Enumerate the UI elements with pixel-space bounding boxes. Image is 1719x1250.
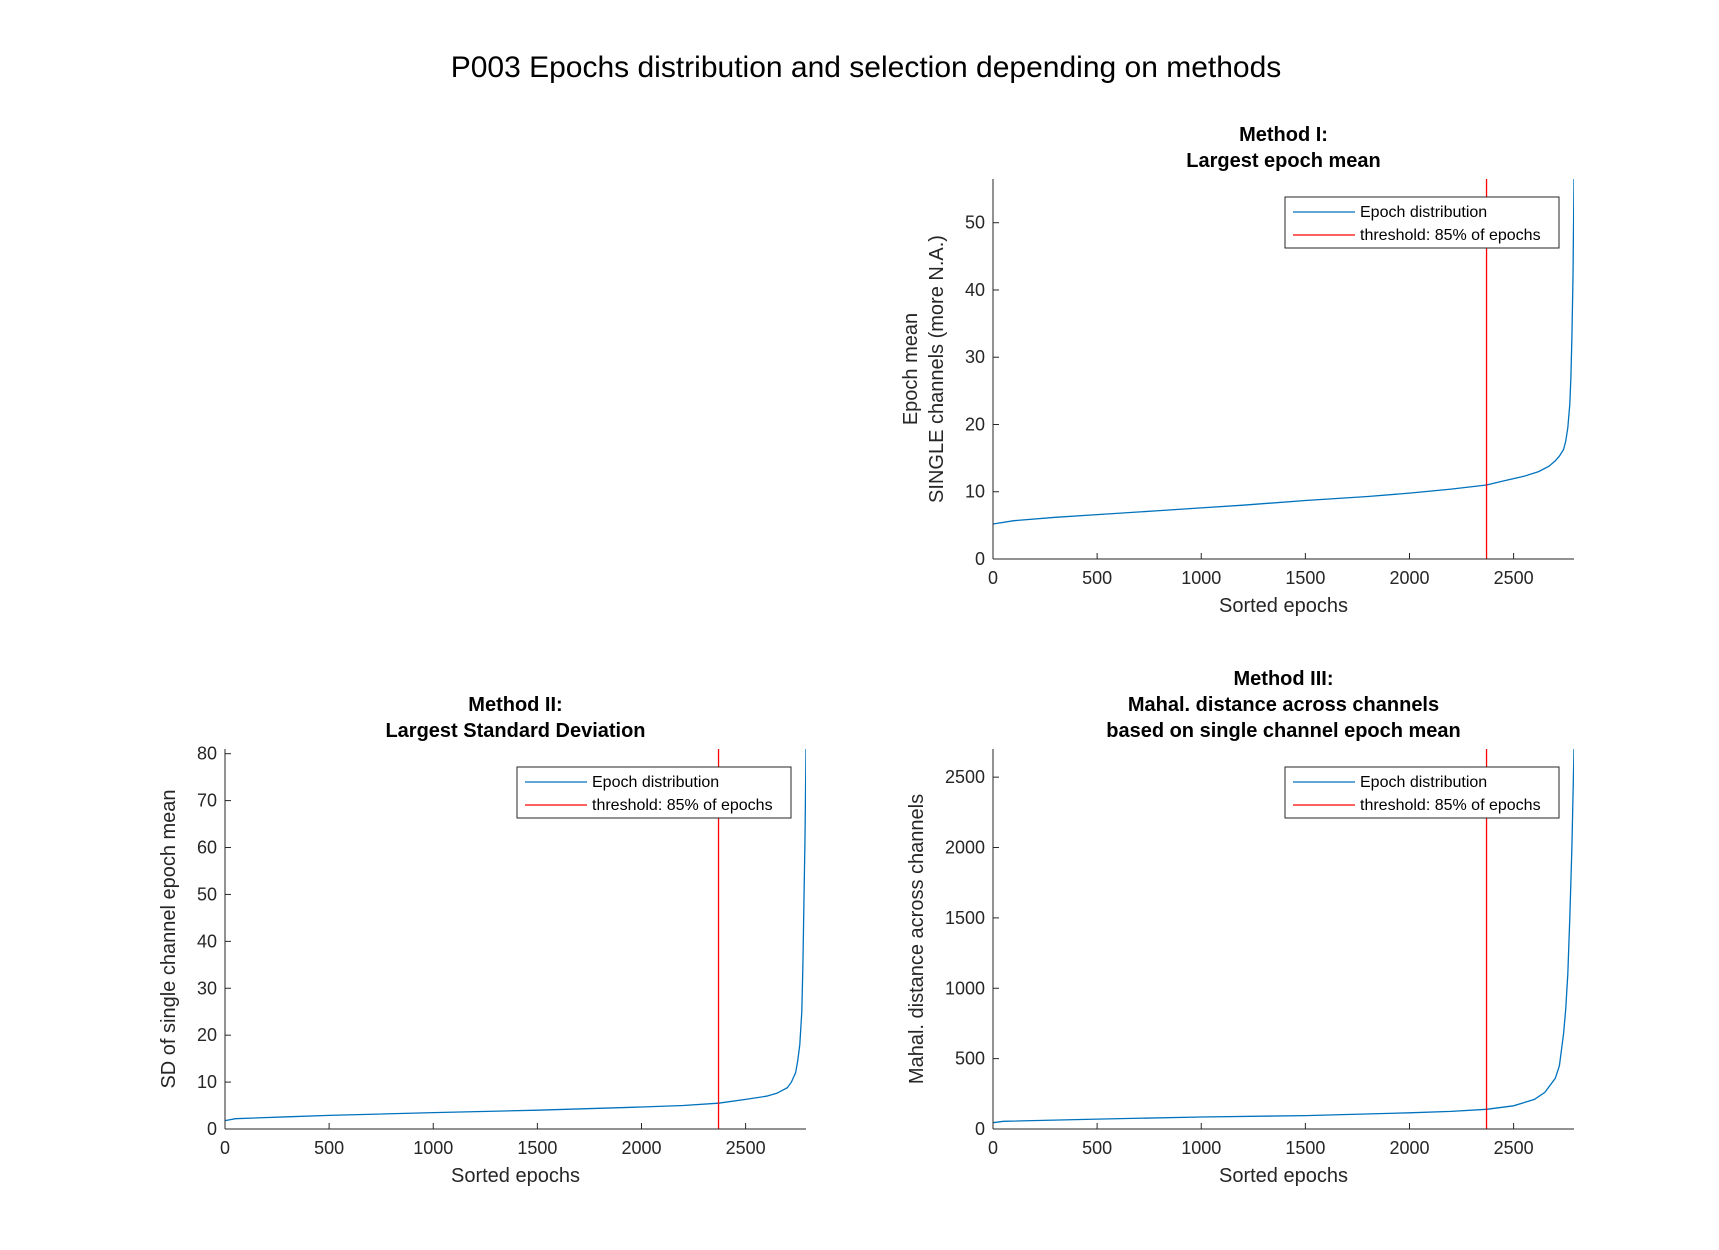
legend: Epoch distribution threshold: 85% of epoc… [1284, 196, 1560, 249]
x-tick-label: 1000 [1181, 568, 1221, 588]
legend-box [1284, 766, 1560, 819]
legend: Epoch distribution threshold: 85% of epoc… [516, 766, 792, 819]
legend-series-label: Epoch distribution [1360, 204, 1487, 221]
y-tick-label: 1000 [945, 978, 985, 998]
y-tick-label: 80 [197, 744, 217, 764]
legend-series-label: Epoch distribution [592, 774, 719, 791]
y-tick-label: 2000 [945, 838, 985, 858]
y-axis-label-line: SINGLE channels (more N.A.) [926, 235, 948, 503]
x-tick-label: 0 [988, 1138, 998, 1158]
legend-box [1284, 196, 1560, 249]
y-tick-label: 0 [975, 549, 985, 569]
y-tick-label: 40 [965, 280, 985, 300]
panel-title-line: Largest Standard Deviation [385, 720, 645, 742]
x-tick-label: 2000 [621, 1138, 661, 1158]
y-tick-label: 50 [965, 213, 985, 233]
y-tick-label: 60 [197, 838, 217, 858]
y-tick-label: 500 [955, 1049, 985, 1069]
y-tick-label: 70 [197, 791, 217, 811]
x-tick-label: 0 [220, 1138, 230, 1158]
y-tick-label: 40 [197, 931, 217, 951]
x-tick-label: 2000 [1389, 568, 1429, 588]
y-tick-label: 0 [975, 1119, 985, 1139]
panel-title-line: Method II: [468, 694, 562, 716]
y-tick-label: 10 [965, 482, 985, 502]
y-tick-label: 20 [965, 414, 985, 434]
x-tick-label: 1500 [1285, 1138, 1325, 1158]
legend-box [516, 766, 792, 819]
series-line [993, 179, 1574, 525]
x-tick-label: 1500 [517, 1138, 557, 1158]
y-tick-label: 30 [197, 978, 217, 998]
y-tick-label: 0 [207, 1119, 217, 1139]
x-axis-label: Sorted epochs [451, 1165, 580, 1187]
x-tick-label: 2500 [1494, 1138, 1534, 1158]
series-line [225, 749, 806, 1122]
legend-threshold-label: threshold: 85% of epochs [1360, 797, 1541, 814]
panel-title-line: based on single channel epoch mean [1106, 720, 1461, 742]
x-axis-label: Sorted epochs [1219, 595, 1348, 617]
panel-title-line: Method I: [1239, 124, 1328, 146]
series-line [993, 749, 1574, 1124]
x-tick-label: 1000 [413, 1138, 453, 1158]
x-axis-label: Sorted epochs [1219, 1165, 1348, 1187]
figure-title: P003 Epochs distribution and selection d… [451, 51, 1282, 84]
legend-threshold-label: threshold: 85% of epochs [592, 797, 773, 814]
y-tick-label: 50 [197, 884, 217, 904]
y-tick-label: 10 [197, 1072, 217, 1092]
x-tick-label: 1000 [1181, 1138, 1221, 1158]
x-tick-label: 500 [1082, 1138, 1112, 1158]
panel-title-line: Method III: [1234, 668, 1334, 690]
chart-panel-3: Method III: Mahal. distance across channe… [906, 668, 1574, 1187]
y-tick-label: 20 [197, 1025, 217, 1045]
y-axis-label-line: Mahal. distance across channels [906, 794, 928, 1084]
x-tick-label: 2000 [1389, 1138, 1429, 1158]
x-tick-label: 500 [314, 1138, 344, 1158]
x-tick-label: 1500 [1285, 568, 1325, 588]
legend-series-label: Epoch distribution [1360, 774, 1487, 791]
y-tick-label: 2500 [945, 767, 985, 787]
x-tick-label: 2500 [1494, 568, 1534, 588]
panel-title-line: Largest epoch mean [1186, 150, 1381, 172]
y-tick-label: 30 [965, 347, 985, 367]
x-tick-label: 500 [1082, 568, 1112, 588]
y-axis-label-line: Epoch mean [900, 313, 922, 425]
panel-title-line: Mahal. distance across channels [1128, 694, 1439, 716]
x-tick-label: 0 [988, 568, 998, 588]
legend-threshold-label: threshold: 85% of epochs [1360, 227, 1541, 244]
y-axis-label-line: SD of single channel epoch mean [158, 789, 180, 1088]
legend: Epoch distribution threshold: 85% of epoc… [1284, 766, 1560, 819]
y-tick-label: 1500 [945, 908, 985, 928]
x-tick-label: 2500 [726, 1138, 766, 1158]
